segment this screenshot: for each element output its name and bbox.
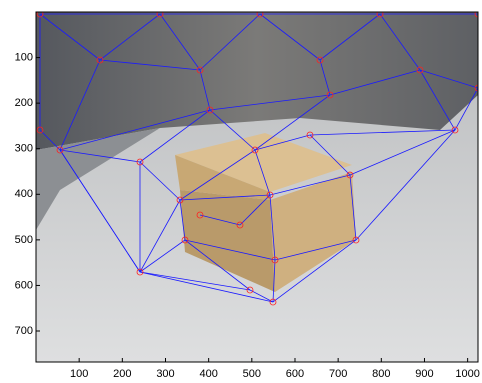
y-tick-label: 100 bbox=[15, 51, 33, 63]
x-tick-label: 700 bbox=[329, 368, 347, 380]
x-tick-label: 500 bbox=[243, 368, 261, 380]
x-tick-label: 300 bbox=[156, 368, 174, 380]
y-tick-label: 300 bbox=[15, 143, 33, 155]
y-tick-label: 700 bbox=[15, 325, 33, 337]
y-tick-label: 500 bbox=[15, 234, 33, 246]
x-tick-label: 900 bbox=[415, 368, 433, 380]
x-tick-label: 600 bbox=[286, 368, 304, 380]
y-tick-label: 600 bbox=[15, 279, 33, 291]
x-tick-label: 400 bbox=[199, 368, 217, 380]
figure: 100 200 300 400 500 600 700 800 900 1000 100 200 300… bbox=[0, 0, 482, 383]
x-tick-label: 800 bbox=[372, 368, 390, 380]
photo bbox=[36, 11, 481, 362]
x-tick-label: 100 bbox=[70, 368, 88, 380]
x-tick-label: 1000 bbox=[455, 368, 479, 380]
y-tick-label: 200 bbox=[15, 97, 33, 109]
x-tick-label: 200 bbox=[113, 368, 131, 380]
y-tick-label: 400 bbox=[15, 188, 33, 200]
